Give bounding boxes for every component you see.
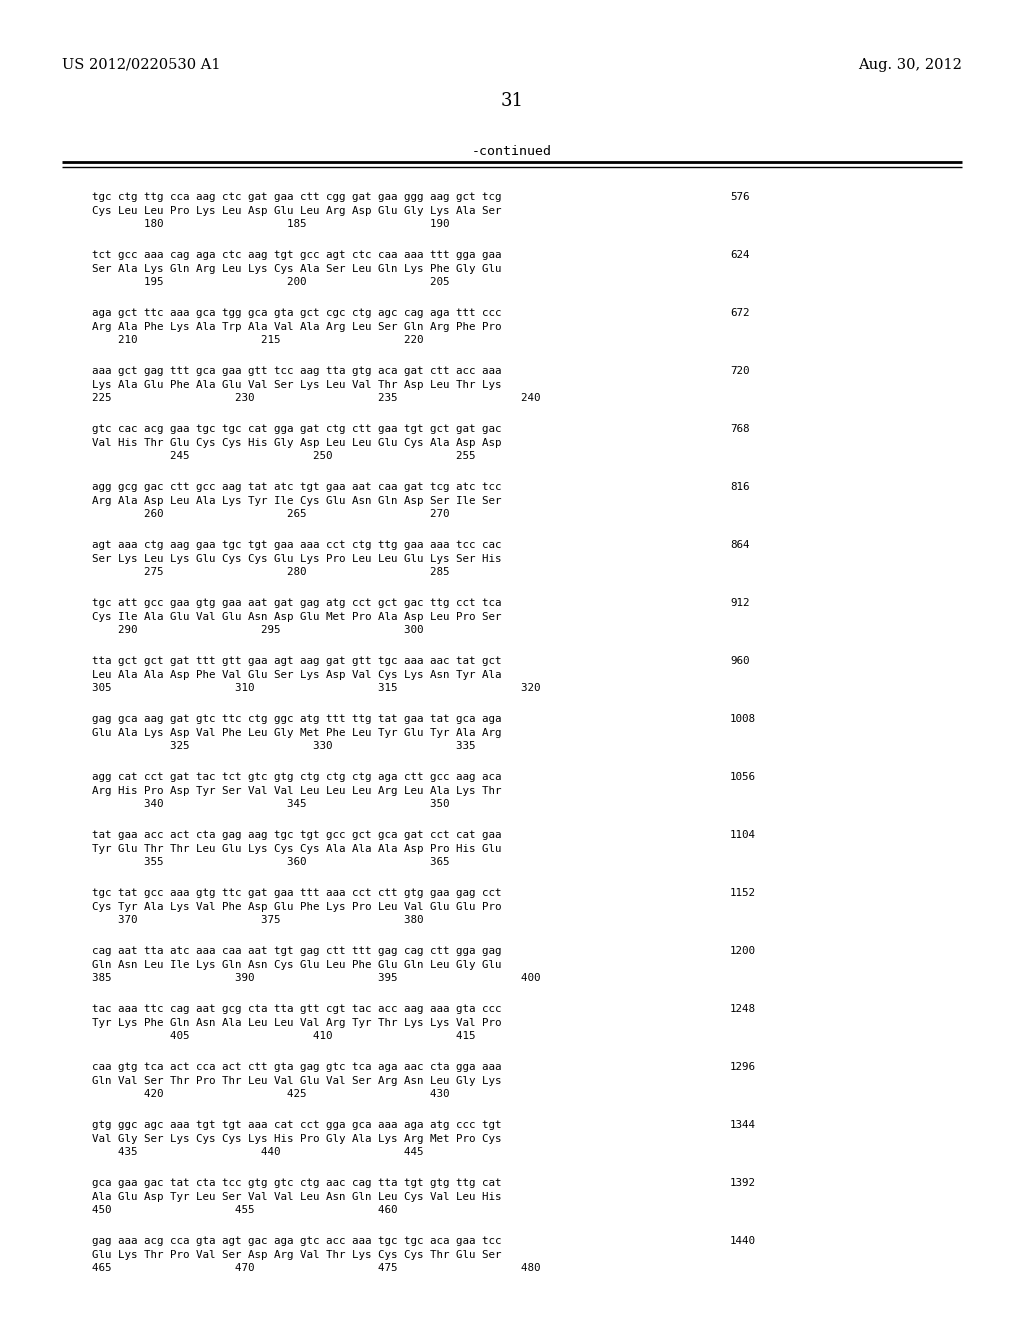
- Text: aga gct ttc aaa gca tgg gca gta gct cgc ctg agc cag aga ttt ccc: aga gct ttc aaa gca tgg gca gta gct cgc …: [92, 308, 502, 318]
- Text: 720: 720: [730, 366, 750, 376]
- Text: 672: 672: [730, 308, 750, 318]
- Text: 450                   455                   460: 450 455 460: [92, 1205, 397, 1214]
- Text: Leu Ala Ala Asp Phe Val Glu Ser Lys Asp Val Cys Lys Asn Tyr Ala: Leu Ala Ala Asp Phe Val Glu Ser Lys Asp …: [92, 669, 502, 680]
- Text: 195                   200                   205: 195 200 205: [92, 277, 450, 286]
- Text: 355                   360                   365: 355 360 365: [92, 857, 450, 867]
- Text: 816: 816: [730, 482, 750, 492]
- Text: 405                   410                   415: 405 410 415: [92, 1031, 475, 1041]
- Text: 225                   230                   235                   240: 225 230 235 240: [92, 393, 541, 403]
- Text: 768: 768: [730, 424, 750, 434]
- Text: tat gaa acc act cta gag aag tgc tgt gcc gct gca gat cct cat gaa: tat gaa acc act cta gag aag tgc tgt gcc …: [92, 830, 502, 840]
- Text: Arg His Pro Asp Tyr Ser Val Val Leu Leu Leu Arg Leu Ala Lys Thr: Arg His Pro Asp Tyr Ser Val Val Leu Leu …: [92, 785, 502, 796]
- Text: 340                   345                   350: 340 345 350: [92, 799, 450, 809]
- Text: US 2012/0220530 A1: US 2012/0220530 A1: [62, 58, 220, 73]
- Text: 420                   425                   430: 420 425 430: [92, 1089, 450, 1100]
- Text: tgc ctg ttg cca aag ctc gat gaa ctt cgg gat gaa ggg aag gct tcg: tgc ctg ttg cca aag ctc gat gaa ctt cgg …: [92, 191, 502, 202]
- Text: Arg Ala Phe Lys Ala Trp Ala Val Ala Arg Leu Ser Gln Arg Phe Pro: Arg Ala Phe Lys Ala Trp Ala Val Ala Arg …: [92, 322, 502, 331]
- Text: 290                   295                   300: 290 295 300: [92, 624, 424, 635]
- Text: 385                   390                   395                   400: 385 390 395 400: [92, 973, 541, 983]
- Text: tta gct gct gat ttt gtt gaa agt aag gat gtt tgc aaa aac tat gct: tta gct gct gat ttt gtt gaa agt aag gat …: [92, 656, 502, 667]
- Text: 180                   185                   190: 180 185 190: [92, 219, 450, 228]
- Text: aaa gct gag ttt gca gaa gtt tcc aag tta gtg aca gat ctt acc aaa: aaa gct gag ttt gca gaa gtt tcc aag tta …: [92, 366, 502, 376]
- Text: Tyr Glu Thr Thr Leu Glu Lys Cys Cys Ala Ala Ala Asp Pro His Glu: Tyr Glu Thr Thr Leu Glu Lys Cys Cys Ala …: [92, 843, 502, 854]
- Text: 305                   310                   315                   320: 305 310 315 320: [92, 682, 541, 693]
- Text: Ser Ala Lys Gln Arg Leu Lys Cys Ala Ser Leu Gln Lys Phe Gly Glu: Ser Ala Lys Gln Arg Leu Lys Cys Ala Ser …: [92, 264, 502, 273]
- Text: 624: 624: [730, 249, 750, 260]
- Text: gca gaa gac tat cta tcc gtg gtc ctg aac cag tta tgt gtg ttg cat: gca gaa gac tat cta tcc gtg gtc ctg aac …: [92, 1177, 502, 1188]
- Text: 1056: 1056: [730, 772, 756, 781]
- Text: 1344: 1344: [730, 1119, 756, 1130]
- Text: 960: 960: [730, 656, 750, 667]
- Text: cag aat tta atc aaa caa aat tgt gag ctt ttt gag cag ctt gga gag: cag aat tta atc aaa caa aat tgt gag ctt …: [92, 946, 502, 956]
- Text: 1392: 1392: [730, 1177, 756, 1188]
- Text: Val His Thr Glu Cys Cys His Gly Asp Leu Leu Glu Cys Ala Asp Asp: Val His Thr Glu Cys Cys His Gly Asp Leu …: [92, 437, 502, 447]
- Text: gag aaa acg cca gta agt gac aga gtc acc aaa tgc tgc aca gaa tcc: gag aaa acg cca gta agt gac aga gtc acc …: [92, 1236, 502, 1246]
- Text: gtg ggc agc aaa tgt tgt aaa cat cct gga gca aaa aga atg ccc tgt: gtg ggc agc aaa tgt tgt aaa cat cct gga …: [92, 1119, 502, 1130]
- Text: Glu Lys Thr Pro Val Ser Asp Arg Val Thr Lys Cys Cys Thr Glu Ser: Glu Lys Thr Pro Val Ser Asp Arg Val Thr …: [92, 1250, 502, 1259]
- Text: 275                   280                   285: 275 280 285: [92, 568, 450, 577]
- Text: 465                   470                   475                   480: 465 470 475 480: [92, 1263, 541, 1272]
- Text: 435                   440                   445: 435 440 445: [92, 1147, 424, 1158]
- Text: gag gca aag gat gtc ttc ctg ggc atg ttt ttg tat gaa tat gca aga: gag gca aag gat gtc ttc ctg ggc atg ttt …: [92, 714, 502, 723]
- Text: 31: 31: [501, 92, 523, 110]
- Text: 912: 912: [730, 598, 750, 609]
- Text: Aug. 30, 2012: Aug. 30, 2012: [858, 58, 962, 73]
- Text: 260                   265                   270: 260 265 270: [92, 510, 450, 519]
- Text: Ala Glu Asp Tyr Leu Ser Val Val Leu Asn Gln Leu Cys Val Leu His: Ala Glu Asp Tyr Leu Ser Val Val Leu Asn …: [92, 1192, 502, 1201]
- Text: Val Gly Ser Lys Cys Cys Lys His Pro Gly Ala Lys Arg Met Pro Cys: Val Gly Ser Lys Cys Cys Lys His Pro Gly …: [92, 1134, 502, 1143]
- Text: agt aaa ctg aag gaa tgc tgt gaa aaa cct ctg ttg gaa aaa tcc cac: agt aaa ctg aag gaa tgc tgt gaa aaa cct …: [92, 540, 502, 550]
- Text: caa gtg tca act cca act ctt gta gag gtc tca aga aac cta gga aaa: caa gtg tca act cca act ctt gta gag gtc …: [92, 1063, 502, 1072]
- Text: tgc att gcc gaa gtg gaa aat gat gag atg cct gct gac ttg cct tca: tgc att gcc gaa gtg gaa aat gat gag atg …: [92, 598, 502, 609]
- Text: Lys Ala Glu Phe Ala Glu Val Ser Lys Leu Val Thr Asp Leu Thr Lys: Lys Ala Glu Phe Ala Glu Val Ser Lys Leu …: [92, 380, 502, 389]
- Text: 325                   330                   335: 325 330 335: [92, 741, 475, 751]
- Text: Cys Tyr Ala Lys Val Phe Asp Glu Phe Lys Pro Leu Val Glu Glu Pro: Cys Tyr Ala Lys Val Phe Asp Glu Phe Lys …: [92, 902, 502, 912]
- Text: tct gcc aaa cag aga ctc aag tgt gcc agt ctc caa aaa ttt gga gaa: tct gcc aaa cag aga ctc aag tgt gcc agt …: [92, 249, 502, 260]
- Text: tac aaa ttc cag aat gcg cta tta gtt cgt tac acc aag aaa gta ccc: tac aaa ttc cag aat gcg cta tta gtt cgt …: [92, 1005, 502, 1014]
- Text: 864: 864: [730, 540, 750, 550]
- Text: 1248: 1248: [730, 1005, 756, 1014]
- Text: Tyr Lys Phe Gln Asn Ala Leu Leu Val Arg Tyr Thr Lys Lys Val Pro: Tyr Lys Phe Gln Asn Ala Leu Leu Val Arg …: [92, 1018, 502, 1027]
- Text: 370                   375                   380: 370 375 380: [92, 915, 424, 925]
- Text: -continued: -continued: [472, 145, 552, 158]
- Text: 1296: 1296: [730, 1063, 756, 1072]
- Text: gtc cac acg gaa tgc tgc cat gga gat ctg ctt gaa tgt gct gat gac: gtc cac acg gaa tgc tgc cat gga gat ctg …: [92, 424, 502, 434]
- Text: 1200: 1200: [730, 946, 756, 956]
- Text: 1152: 1152: [730, 888, 756, 898]
- Text: tgc tat gcc aaa gtg ttc gat gaa ttt aaa cct ctt gtg gaa gag cct: tgc tat gcc aaa gtg ttc gat gaa ttt aaa …: [92, 888, 502, 898]
- Text: 210                   215                   220: 210 215 220: [92, 335, 424, 345]
- Text: 1104: 1104: [730, 830, 756, 840]
- Text: Glu Ala Lys Asp Val Phe Leu Gly Met Phe Leu Tyr Glu Tyr Ala Arg: Glu Ala Lys Asp Val Phe Leu Gly Met Phe …: [92, 727, 502, 738]
- Text: 576: 576: [730, 191, 750, 202]
- Text: Ser Lys Leu Lys Glu Cys Cys Glu Lys Pro Leu Leu Glu Lys Ser His: Ser Lys Leu Lys Glu Cys Cys Glu Lys Pro …: [92, 553, 502, 564]
- Text: 1008: 1008: [730, 714, 756, 723]
- Text: Arg Ala Asp Leu Ala Lys Tyr Ile Cys Glu Asn Gln Asp Ser Ile Ser: Arg Ala Asp Leu Ala Lys Tyr Ile Cys Glu …: [92, 495, 502, 506]
- Text: Cys Ile Ala Glu Val Glu Asn Asp Glu Met Pro Ala Asp Leu Pro Ser: Cys Ile Ala Glu Val Glu Asn Asp Glu Met …: [92, 611, 502, 622]
- Text: agg gcg gac ctt gcc aag tat atc tgt gaa aat caa gat tcg atc tcc: agg gcg gac ctt gcc aag tat atc tgt gaa …: [92, 482, 502, 492]
- Text: Cys Leu Leu Pro Lys Leu Asp Glu Leu Arg Asp Glu Gly Lys Ala Ser: Cys Leu Leu Pro Lys Leu Asp Glu Leu Arg …: [92, 206, 502, 215]
- Text: Gln Asn Leu Ile Lys Gln Asn Cys Glu Leu Phe Glu Gln Leu Gly Glu: Gln Asn Leu Ile Lys Gln Asn Cys Glu Leu …: [92, 960, 502, 969]
- Text: Gln Val Ser Thr Pro Thr Leu Val Glu Val Ser Arg Asn Leu Gly Lys: Gln Val Ser Thr Pro Thr Leu Val Glu Val …: [92, 1076, 502, 1085]
- Text: 1440: 1440: [730, 1236, 756, 1246]
- Text: agg cat cct gat tac tct gtc gtg ctg ctg ctg aga ctt gcc aag aca: agg cat cct gat tac tct gtc gtg ctg ctg …: [92, 772, 502, 781]
- Text: 245                   250                   255: 245 250 255: [92, 451, 475, 461]
